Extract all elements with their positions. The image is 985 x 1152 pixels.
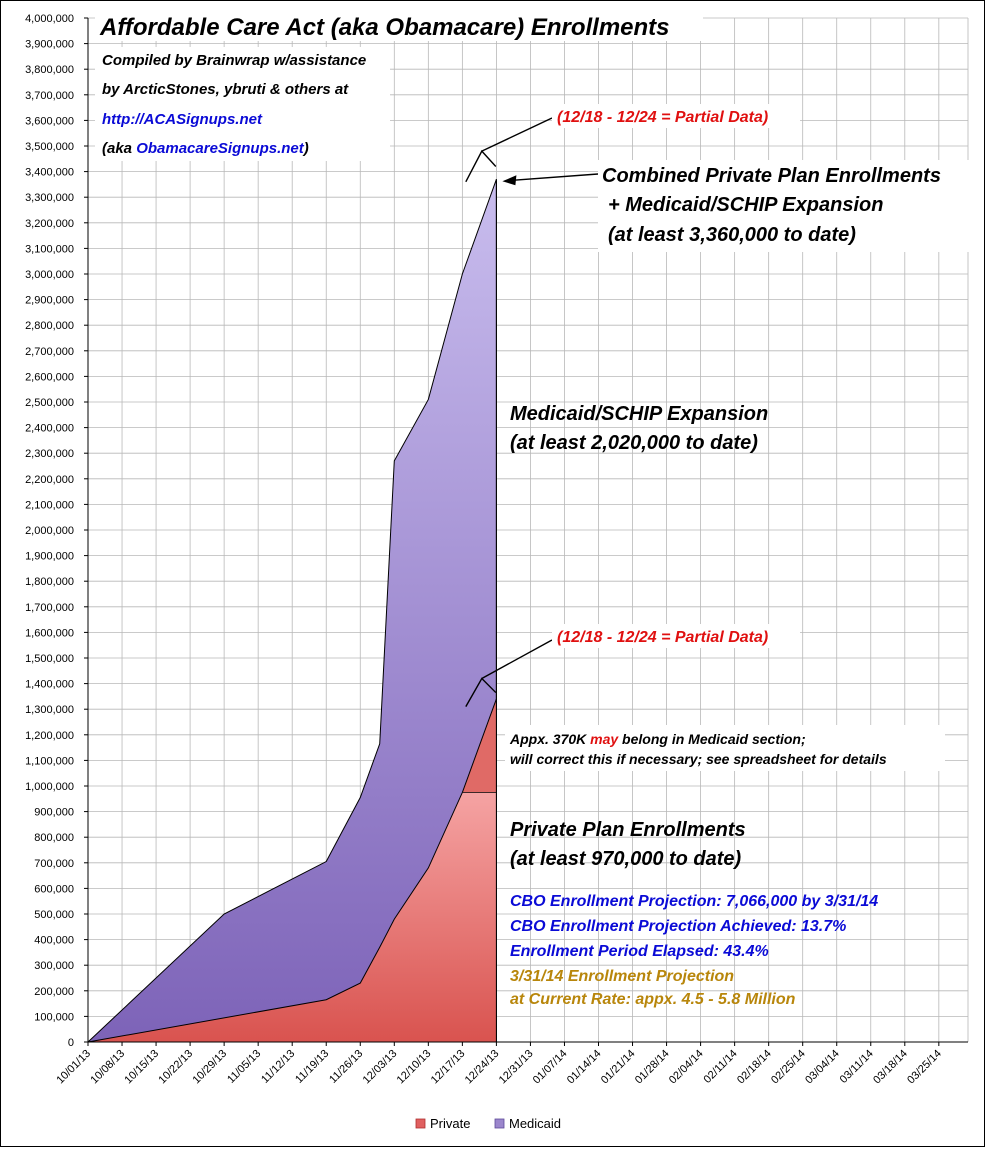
appx-note-line-2: will correct this if necessary; see spre… — [510, 751, 887, 767]
y-tick-label: 3,800,000 — [25, 64, 74, 76]
y-tick-label: 3,400,000 — [25, 167, 74, 179]
y-tick-label: 2,400,000 — [25, 423, 74, 435]
y-tick-label: 2,200,000 — [25, 474, 74, 486]
y-tick-label: 1,400,000 — [25, 679, 74, 691]
y-tick-label: 3,300,000 — [25, 192, 74, 204]
combined-note-line-3: (at least 3,360,000 to date) — [608, 224, 856, 246]
annotation-pointers — [465, 117, 599, 707]
y-tick-label: 100,000 — [34, 1011, 74, 1023]
y-tick-label: 1,600,000 — [25, 627, 74, 639]
y-tick-labels: 0 100,000 200,000 300,000 400,000 500,000 600,… — [25, 13, 88, 1049]
private-partial-line — [461, 698, 497, 793]
y-tick-label: 1,100,000 — [25, 755, 74, 767]
y-tick-label: 3,000,000 — [25, 269, 74, 281]
y-tick-label: 800,000 — [34, 832, 74, 844]
projection-note-line-1: 3/31/14 Enrollment Projection — [510, 968, 734, 985]
medicaid-note-line-1: Medicaid/SCHIP Expansion — [510, 403, 768, 425]
legend-label-private: Private — [430, 1116, 470, 1131]
aka-prefix: (aka — [102, 140, 136, 157]
y-tick-label: 1,000,000 — [25, 781, 74, 793]
y-tick-label: 2,000,000 — [25, 525, 74, 537]
partial-pointer-top — [481, 117, 553, 152]
aka-line: (aka ObamacareSignups.net) — [102, 140, 309, 157]
private-note-line-2: (at least 970,000 to date) — [510, 848, 742, 870]
appx-note-highlight: may — [590, 731, 619, 747]
y-tick-label: 2,500,000 — [25, 397, 74, 409]
cbo-note-line-3: Enrollment Period Elapsed: 43.4% — [510, 943, 769, 960]
y-tick-label: 2,100,000 — [25, 499, 74, 511]
y-tick-label: 1,500,000 — [25, 653, 74, 665]
combined-note-line-2: + Medicaid/SCHIP Expansion — [608, 194, 883, 216]
appx-note-start: Appx. 370K — [509, 731, 590, 747]
subtitle-line-1: Compiled by Brainwrap w/assistance — [102, 52, 366, 69]
y-tick-label: 1,300,000 — [25, 704, 74, 716]
y-tick-label: 0 — [68, 1037, 74, 1049]
series-areas — [86, 179, 497, 1043]
y-tick-label: 600,000 — [34, 883, 74, 895]
y-tick-label: 700,000 — [34, 858, 74, 870]
y-tick-label: 1,900,000 — [25, 551, 74, 563]
partial-data-note-bottom: (12/18 - 12/24 = Partial Data) — [557, 629, 768, 646]
y-tick-label: 500,000 — [34, 909, 74, 921]
combined-arrow-line — [512, 173, 599, 181]
subtitle-line-2: by ArcticStones, ybruti & others at — [102, 81, 349, 98]
y-tick-label: 900,000 — [34, 807, 74, 819]
y-tick-label: 3,100,000 — [25, 243, 74, 255]
y-tick-label: 3,200,000 — [25, 218, 74, 230]
y-tick-label: 3,900,000 — [25, 39, 74, 51]
y-tick-label: 2,900,000 — [25, 295, 74, 307]
projection-note-line-2: at Current Rate: appx. 4.5 - 5.8 Million — [510, 991, 796, 1008]
combined-note-line-1: Combined Private Plan Enrollments — [602, 165, 941, 187]
y-tick-label: 1,800,000 — [25, 576, 74, 588]
private-area — [88, 792, 497, 1042]
y-tick-label: 2,700,000 — [25, 346, 74, 358]
y-tick-label: 2,600,000 — [25, 371, 74, 383]
appx-note-line-1: Appx. 370K may belong in Medicaid sectio… — [509, 731, 806, 747]
y-tick-label: 3,700,000 — [25, 90, 74, 102]
private-line — [87, 792, 463, 1043]
y-tick-label: 2,800,000 — [25, 320, 74, 332]
y-tick-label: 3,600,000 — [25, 115, 74, 127]
y-tick-label: 1,200,000 — [25, 730, 74, 742]
y-tick-label: 400,000 — [34, 935, 74, 947]
obamacaresignups-link[interactable]: ObamacareSignups.net — [136, 140, 305, 157]
acasignups-link[interactable]: http://ACASignups.net — [102, 111, 263, 128]
legend: Private Medicaid — [415, 1116, 561, 1131]
y-tick-label: 200,000 — [34, 986, 74, 998]
medicaid-note-line-2: (at least 2,020,000 to date) — [510, 432, 758, 454]
appx-note-end: belong in Medicaid section; — [618, 731, 805, 747]
partial-pointer-bottom — [481, 639, 553, 680]
cbo-note-line-2: CBO Enrollment Projection Achieved: 13.7… — [510, 918, 846, 935]
partial-data-note-top: (12/18 - 12/24 = Partial Data) — [557, 109, 768, 126]
y-tick-label: 2,300,000 — [25, 448, 74, 460]
legend-swatch-medicaid — [494, 1118, 505, 1129]
aka-suffix: ) — [302, 140, 309, 157]
private-note-line-1: Private Plan Enrollments — [510, 819, 746, 841]
chart-title: Affordable Care Act (aka Obamacare) Enro… — [99, 14, 670, 41]
cbo-note-line-1: CBO Enrollment Projection: 7,066,000 by … — [510, 893, 878, 910]
legend-label-medicaid: Medicaid — [509, 1116, 561, 1131]
combined-arrow-head — [502, 175, 517, 186]
y-tick-label: 300,000 — [34, 960, 74, 972]
legend-swatch-private — [415, 1118, 426, 1129]
y-tick-label: 3,500,000 — [25, 141, 74, 153]
y-tick-label: 4,000,000 — [25, 13, 74, 25]
y-tick-label: 1,700,000 — [25, 602, 74, 614]
